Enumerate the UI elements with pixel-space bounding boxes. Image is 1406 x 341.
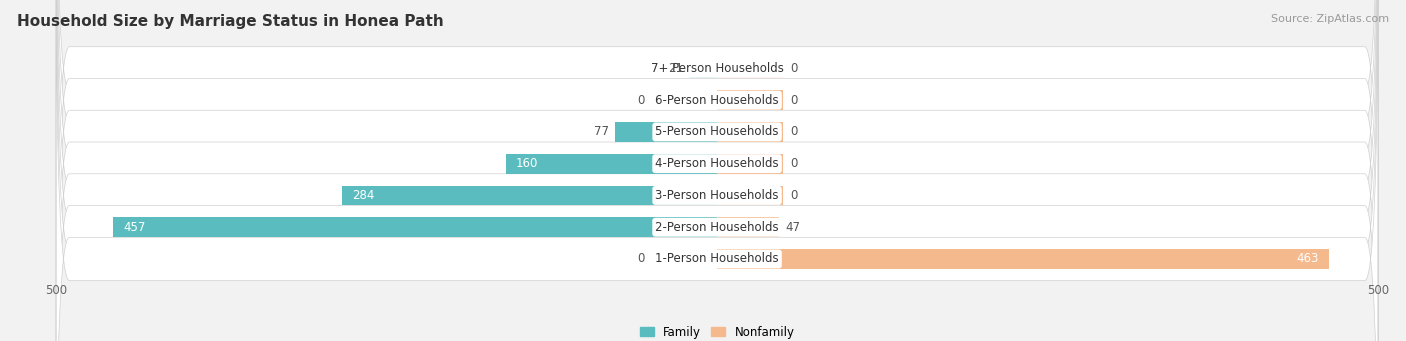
Text: 0: 0 <box>790 125 797 138</box>
Text: 6-Person Households: 6-Person Households <box>655 94 779 107</box>
Text: 77: 77 <box>593 125 609 138</box>
Text: 0: 0 <box>637 94 644 107</box>
Text: 47: 47 <box>786 221 801 234</box>
Text: 0: 0 <box>790 189 797 202</box>
Legend: Family, Nonfamily: Family, Nonfamily <box>640 326 794 339</box>
Text: 2-Person Households: 2-Person Households <box>655 221 779 234</box>
Text: 463: 463 <box>1296 252 1319 266</box>
FancyBboxPatch shape <box>56 0 1378 341</box>
FancyBboxPatch shape <box>56 0 1378 341</box>
Bar <box>717 249 1329 269</box>
Bar <box>689 59 717 78</box>
Bar <box>342 186 717 205</box>
Text: 5-Person Households: 5-Person Households <box>655 125 779 138</box>
Text: Household Size by Marriage Status in Honea Path: Household Size by Marriage Status in Hon… <box>17 14 444 29</box>
Bar <box>112 217 717 237</box>
Bar <box>616 122 717 142</box>
FancyBboxPatch shape <box>56 0 1378 341</box>
Text: 0: 0 <box>637 252 644 266</box>
Text: Source: ZipAtlas.com: Source: ZipAtlas.com <box>1271 14 1389 24</box>
Text: 3-Person Households: 3-Person Households <box>655 189 779 202</box>
Bar <box>717 186 783 205</box>
Text: 4-Person Households: 4-Person Households <box>655 157 779 170</box>
Text: 1-Person Households: 1-Person Households <box>655 252 779 266</box>
Text: 160: 160 <box>516 157 538 170</box>
Bar <box>717 59 783 78</box>
Text: 21: 21 <box>668 62 683 75</box>
FancyBboxPatch shape <box>56 0 1378 341</box>
Text: 7+ Person Households: 7+ Person Households <box>651 62 783 75</box>
Text: 0: 0 <box>790 62 797 75</box>
FancyBboxPatch shape <box>56 0 1378 341</box>
Bar <box>717 154 783 174</box>
Bar <box>717 122 783 142</box>
Bar <box>717 90 783 110</box>
Bar <box>506 154 717 174</box>
Text: 457: 457 <box>124 221 146 234</box>
Text: 284: 284 <box>353 189 374 202</box>
FancyBboxPatch shape <box>56 0 1378 341</box>
Text: 0: 0 <box>790 94 797 107</box>
FancyBboxPatch shape <box>56 0 1378 341</box>
Bar <box>717 217 779 237</box>
Text: 0: 0 <box>790 157 797 170</box>
